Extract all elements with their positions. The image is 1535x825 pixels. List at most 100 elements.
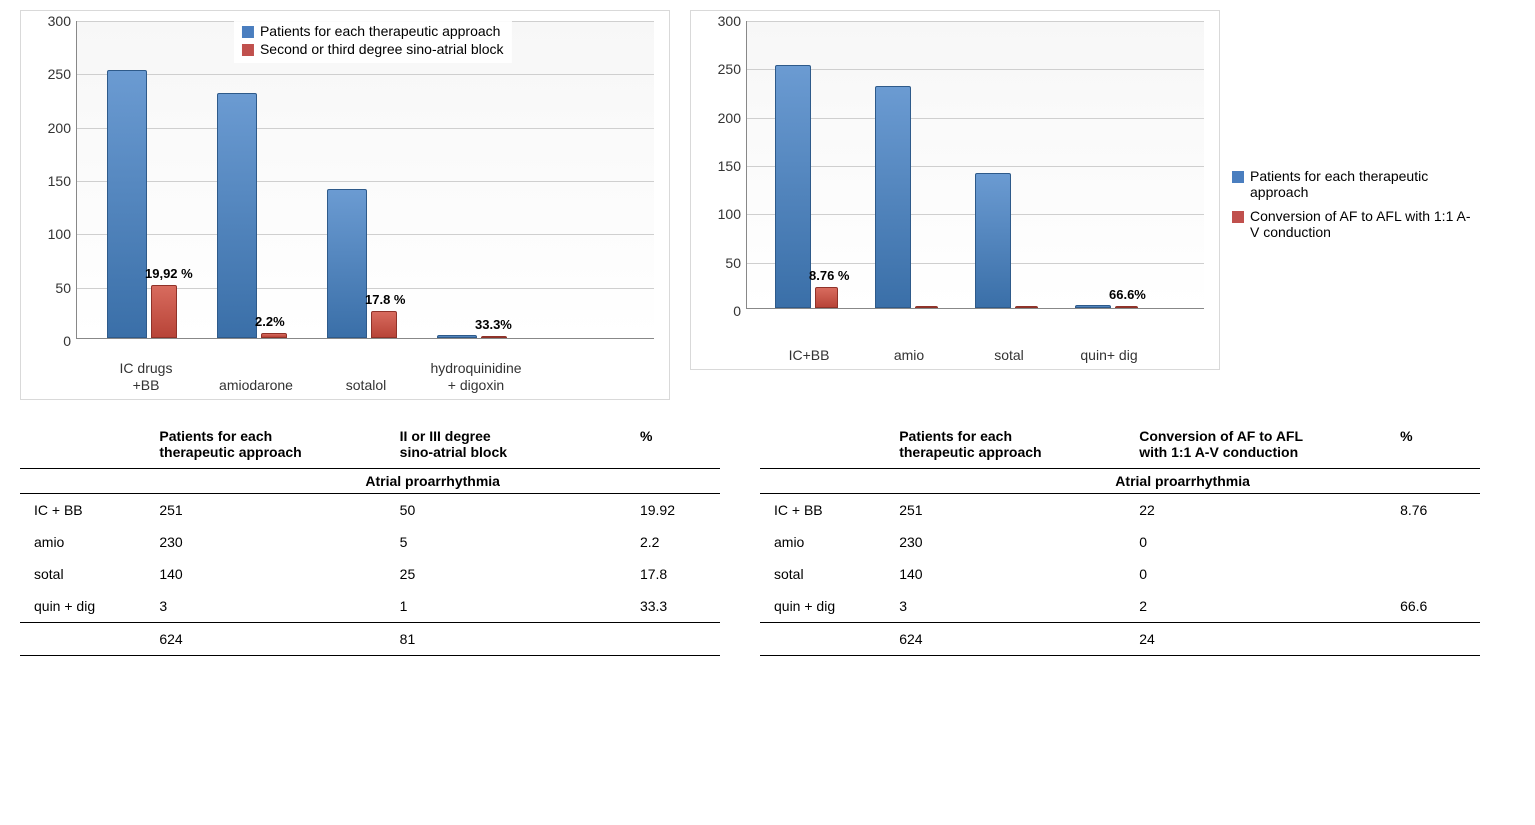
- table-cell: 140: [145, 558, 385, 590]
- chart-2-block: 8.76 %66.6%050100150200250300IC+BBamioso…: [690, 10, 1472, 370]
- bar-event: [261, 333, 287, 338]
- pct-label: 19,92 %: [145, 266, 193, 281]
- legend-item-patients: Patients for each therapeutic approach: [242, 23, 504, 39]
- bar-patients: [217, 93, 257, 338]
- table-cell: 0: [1125, 558, 1386, 590]
- table-cell: quin + dig: [20, 590, 145, 623]
- table-row: amio23052.2: [20, 526, 720, 558]
- gridline: [77, 74, 654, 75]
- table-cell: 230: [145, 526, 385, 558]
- bar-patients: [775, 65, 811, 308]
- table-cell: [1386, 526, 1480, 558]
- table-col-header: Patients for each therapeutic approach: [885, 420, 1125, 469]
- y-tick-label: 300: [696, 13, 741, 29]
- table-cell: IC + BB: [760, 494, 885, 527]
- table-row: sotal1402517.8: [20, 558, 720, 590]
- table-cell: 0: [1125, 526, 1386, 558]
- bar-event: [1115, 306, 1138, 308]
- y-tick-label: 50: [696, 255, 741, 271]
- legend-item-event: Conversion of AF to AFL with 1:1 A-V con…: [1232, 208, 1472, 240]
- bar-event: [371, 311, 397, 338]
- table-total-row: 62424: [760, 623, 1480, 656]
- table-cell: 624: [145, 623, 385, 656]
- legend-label: Conversion of AF to AFL with 1:1 A-V con…: [1250, 208, 1472, 240]
- x-tick-label: IC+BB: [754, 347, 864, 364]
- bar-event: [481, 336, 507, 338]
- table-cell: 3: [885, 590, 1125, 623]
- y-tick-label: 100: [696, 206, 741, 222]
- table-row: amio2300: [760, 526, 1480, 558]
- table-cell: [626, 623, 720, 656]
- blank-cell: [760, 469, 885, 494]
- y-tick-label: 300: [26, 13, 71, 29]
- table-cell: [1386, 623, 1480, 656]
- y-tick-label: 0: [696, 303, 741, 319]
- table-col-header: Conversion of AF to AFL with 1:1 A-V con…: [1125, 420, 1386, 469]
- gridline: [747, 69, 1204, 70]
- table-cell: 140: [885, 558, 1125, 590]
- table-row: quin + dig3133.3: [20, 590, 720, 623]
- bar-event: [1015, 306, 1038, 308]
- y-tick-label: 100: [26, 226, 71, 242]
- y-tick-label: 0: [26, 333, 71, 349]
- pct-label: 17.8 %: [365, 292, 405, 307]
- bar-patients: [327, 189, 367, 338]
- swatch-patients: [242, 26, 254, 38]
- table-cell: sotal: [20, 558, 145, 590]
- pct-label: 8.76 %: [809, 268, 849, 283]
- chart-2-legend: Patients for each therapeutic approach C…: [1232, 160, 1472, 248]
- table-cell: 1: [386, 590, 626, 623]
- table-cell: amio: [20, 526, 145, 558]
- swatch-event: [242, 44, 254, 56]
- x-tick-label: sotalol: [306, 377, 426, 394]
- pct-label: 33.3%: [475, 317, 512, 332]
- table-cell: 2: [1125, 590, 1386, 623]
- table-cell: IC + BB: [20, 494, 145, 527]
- table-cell: 2.2: [626, 526, 720, 558]
- table-row: sotal1400: [760, 558, 1480, 590]
- table-title-row: Atrial proarrhythmia: [20, 469, 720, 494]
- table-row: quin + dig3266.6: [760, 590, 1480, 623]
- swatch-patients: [1232, 171, 1244, 183]
- bar-patients: [107, 70, 147, 338]
- table-header-row: Patients for each therapeutic approachCo…: [760, 420, 1480, 469]
- blank-cell: [20, 469, 145, 494]
- table-col-header: %: [626, 420, 720, 469]
- y-tick-label: 250: [696, 61, 741, 77]
- y-tick-label: 250: [26, 66, 71, 82]
- bar-event: [915, 306, 938, 308]
- table-cell: 19.92: [626, 494, 720, 527]
- table-cell: 33.3: [626, 590, 720, 623]
- table-cell: 24: [1125, 623, 1386, 656]
- table-total-row: 62481: [20, 623, 720, 656]
- table-cell: 8.76: [1386, 494, 1480, 527]
- table-row: IC + BB2515019.92: [20, 494, 720, 527]
- bar-patients: [875, 86, 911, 308]
- chart-2: 8.76 %66.6%050100150200250300IC+BBamioso…: [690, 10, 1220, 370]
- table-cell: 66.6: [1386, 590, 1480, 623]
- table-col-header: [20, 420, 145, 469]
- y-tick-label: 150: [696, 158, 741, 174]
- table-cell: 17.8: [626, 558, 720, 590]
- gridline: [747, 118, 1204, 119]
- table-cell: 251: [885, 494, 1125, 527]
- charts-row: 19,92 %2.2%17.8 %33.3%050100150200250300…: [20, 10, 1515, 400]
- legend-label: Second or third degree sino-atrial block: [260, 41, 504, 57]
- plot-area: 8.76 % 66.6%: [746, 21, 1204, 309]
- table-cell: sotal: [760, 558, 885, 590]
- chart-legend: Patients for each therapeutic approach Se…: [234, 17, 512, 63]
- table-title-row: Atrial proarrhythmia: [760, 469, 1480, 494]
- bar-patients: [975, 173, 1011, 308]
- gridline: [77, 128, 654, 129]
- table-cell: 5: [386, 526, 626, 558]
- table-cell: 3: [145, 590, 385, 623]
- table-cell: 251: [145, 494, 385, 527]
- legend-item-patients: Patients for each therapeutic approach: [1232, 168, 1472, 200]
- plot-area: 19,92 %2.2%17.8 %33.3%: [76, 21, 654, 339]
- table-cell: 25: [386, 558, 626, 590]
- table-cell: [1386, 558, 1480, 590]
- table-col-header: II or III degree sino-atrial block: [386, 420, 626, 469]
- x-tick-label: quin+ dig: [1054, 347, 1164, 364]
- figure-container: 19,92 %2.2%17.8 %33.3%050100150200250300…: [20, 10, 1515, 656]
- pct-label: 66.6%: [1109, 287, 1146, 302]
